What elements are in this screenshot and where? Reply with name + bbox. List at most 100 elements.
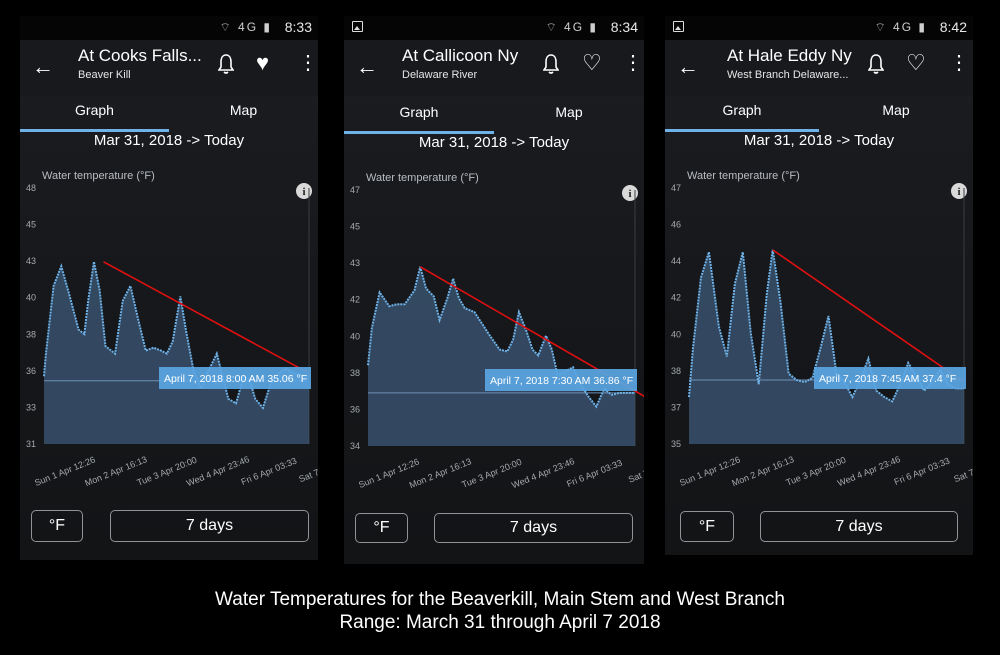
status-time: 8:33 xyxy=(284,19,312,35)
caption-line-2: Range: March 31 through April 7 2018 xyxy=(339,612,661,633)
y-tick-label: 40 xyxy=(26,293,36,303)
date-range: Mar 31, 2018 -> Today xyxy=(743,132,895,149)
app-bar: ← At Callicoon Ny Delaware River ♡ ⋮ xyxy=(344,40,644,96)
temperature-area xyxy=(368,266,635,446)
phone-screen-cooks-falls: ⌔ 4G ▮ 8:33 ← At Cooks Falls... Beaver K… xyxy=(20,16,318,560)
signal-icons: ⌔ 4G ▮ xyxy=(219,20,272,34)
unit-button[interactable]: °F xyxy=(355,513,408,543)
temperature-area xyxy=(689,249,964,444)
temperature-chart[interactable]: Water temperature (°F) i 34 36 38 40 42 43 45 47 S… xyxy=(344,168,644,508)
period-button[interactable]: 7 days xyxy=(434,513,633,543)
tab-bar: Graph Map xyxy=(665,98,973,132)
date-range: Mar 31, 2018 -> Today xyxy=(418,134,570,151)
back-arrow-icon[interactable]: ← xyxy=(356,54,378,79)
y-tick-label: 45 xyxy=(350,222,360,232)
status-time: 8:42 xyxy=(939,19,967,35)
y-tick-label: 43 xyxy=(350,258,360,268)
unit-button[interactable]: °F xyxy=(31,510,83,542)
y-axis-label: Water temperature (°F) xyxy=(42,170,155,182)
river-subtitle: Beaver Kill xyxy=(78,69,131,81)
tab-graph[interactable]: Graph xyxy=(399,104,439,120)
bell-icon[interactable] xyxy=(543,53,559,75)
y-tick-label: 46 xyxy=(671,220,681,230)
phone-screen-callicoon: ⌔ 4G ▮ 8:34 ← At Callicoon Ny Delaware R… xyxy=(344,16,644,564)
y-tick-label: 36 xyxy=(26,366,36,376)
y-tick-label: 38 xyxy=(350,368,360,378)
x-tick-label: Sat 7 Apr 0 xyxy=(297,458,318,484)
tab-graph[interactable]: Graph xyxy=(75,102,114,118)
y-axis-label: Water temperature (°F) xyxy=(687,170,800,182)
river-subtitle: Delaware River xyxy=(402,69,478,81)
back-arrow-icon[interactable]: ← xyxy=(32,54,54,79)
caption-line-1: Water Temperatures for the Beaverkill, M… xyxy=(215,589,785,610)
temperature-chart[interactable]: Water temperature (°F) i 31 33 36 38 40 43 45 48 S… xyxy=(20,166,318,506)
signal-icons: ⌔ 4G ▮ xyxy=(874,20,927,34)
tab-map[interactable]: Map xyxy=(229,102,258,118)
y-axis-label: Water temperature (°F) xyxy=(366,172,479,184)
y-tick-label: 43 xyxy=(26,256,36,266)
tab-map[interactable]: Map xyxy=(555,104,583,120)
more-menu-icon[interactable]: ⋮ xyxy=(623,52,643,74)
heart-outline-icon[interactable]: ♡ xyxy=(906,50,926,75)
y-tick-label: 31 xyxy=(26,439,36,449)
station-title: At Hale Eddy Ny xyxy=(727,46,852,65)
image-notification-icon xyxy=(352,21,363,32)
trend-line xyxy=(772,249,965,383)
app-bar: ← At Cooks Falls... Beaver Kill ♥ ⋮ xyxy=(20,40,318,96)
x-tick-label: Wed 4 Apr 23:46 xyxy=(836,454,902,488)
back-arrow-icon[interactable]: ← xyxy=(677,54,699,79)
info-icon-glyph: i xyxy=(302,186,305,198)
tab-map[interactable]: Map xyxy=(882,102,910,118)
y-tick-label: 40 xyxy=(671,329,681,339)
bell-icon[interactable] xyxy=(868,53,884,75)
status-time: 8:34 xyxy=(610,19,638,35)
y-tick-label: 42 xyxy=(671,293,681,303)
y-tick-label: 38 xyxy=(26,329,36,339)
signal-icons: ⌔ 4G ▮ xyxy=(545,20,598,34)
temperature-chart[interactable]: Water temperature (°F) i 35 37 38 40 42 44 46 47 S… xyxy=(665,166,973,506)
y-tick-label: 35 xyxy=(671,439,681,449)
y-tick-label: 37 xyxy=(671,402,681,412)
period-button[interactable]: 7 days xyxy=(110,510,309,542)
date-range: Mar 31, 2018 -> Today xyxy=(93,132,245,149)
tab-indicator xyxy=(20,129,169,132)
y-tick-label: 38 xyxy=(671,366,681,376)
tooltip-text: April 7, 2018 7:45 AM 37.4 °F xyxy=(819,373,956,385)
y-tick-label: 45 xyxy=(26,220,36,230)
more-menu-icon[interactable]: ⋮ xyxy=(949,52,969,74)
period-button[interactable]: 7 days xyxy=(760,511,958,542)
x-tick-label: Sat 7 Apr xyxy=(627,462,644,485)
y-tick-label: 33 xyxy=(26,402,36,412)
info-icon-glyph: i xyxy=(957,186,960,198)
y-tick-label: 36 xyxy=(350,404,360,414)
y-tick-label: 47 xyxy=(350,185,360,195)
phone-screen-hale-eddy: ⌔ 4G ▮ 8:42 ← At Hale Eddy Ny West Branc… xyxy=(665,16,973,555)
x-tick-label: Fri 6 Apr 03:33 xyxy=(893,456,951,487)
value-tooltip xyxy=(159,367,311,389)
status-bar: ⌔ 4G ▮ 8:34 xyxy=(344,16,644,40)
station-title: At Callicoon Ny xyxy=(402,46,519,65)
tab-indicator xyxy=(665,129,819,132)
tab-bar: Graph Map xyxy=(20,98,318,132)
tab-indicator xyxy=(344,131,494,134)
status-bar: ⌔ 4G ▮ 8:33 xyxy=(20,16,318,40)
unit-button[interactable]: °F xyxy=(680,511,734,542)
heart-outline-icon[interactable]: ♡ xyxy=(582,50,602,75)
more-menu-icon[interactable]: ⋮ xyxy=(298,52,318,74)
temperature-line xyxy=(43,261,310,410)
y-tick-label: 34 xyxy=(350,441,360,451)
y-tick-label: 48 xyxy=(26,183,36,193)
y-tick-label: 44 xyxy=(671,256,681,266)
info-icon xyxy=(296,183,312,199)
value-tooltip xyxy=(485,369,637,391)
temperature-area xyxy=(44,261,309,444)
y-tick-label: 40 xyxy=(350,331,360,341)
heart-icon[interactable]: ♥ xyxy=(256,50,270,75)
y-tick-label: 42 xyxy=(350,295,360,305)
x-tick-label: Sat 7 Apr 0 xyxy=(952,458,973,484)
info-icon xyxy=(951,183,967,199)
bell-icon[interactable] xyxy=(218,53,234,75)
station-title: At Cooks Falls... xyxy=(78,46,202,65)
tab-graph[interactable]: Graph xyxy=(722,102,762,118)
tooltip-text: April 7, 2018 7:30 AM 36.86 °F xyxy=(490,375,633,387)
